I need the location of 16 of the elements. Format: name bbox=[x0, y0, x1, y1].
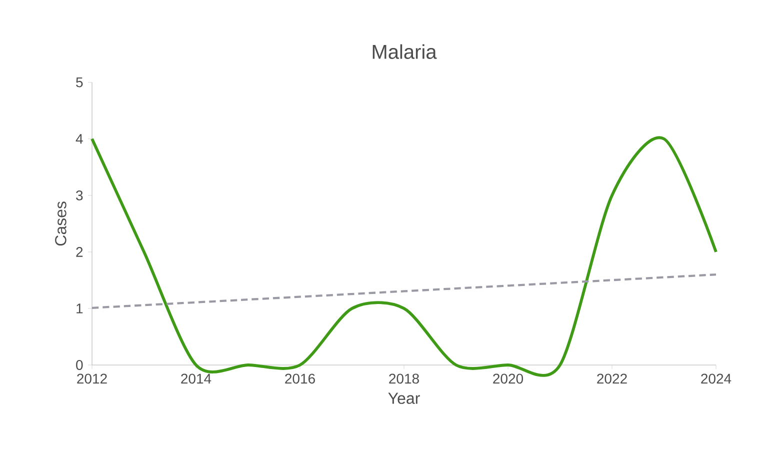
x-axis-title: Year bbox=[388, 392, 420, 404]
x-tick-label: 2020 bbox=[493, 374, 524, 384]
y-tick-label: 4 bbox=[76, 134, 83, 144]
y-axis-title: Cases bbox=[55, 202, 66, 246]
x-tick-label: 2018 bbox=[389, 374, 419, 384]
y-tick-label: 2 bbox=[76, 247, 83, 257]
y-tick-label: 0 bbox=[76, 360, 83, 370]
chart-title: Malaria bbox=[372, 44, 437, 59]
x-tick-label: 2016 bbox=[285, 374, 315, 384]
x-tick-label: 2022 bbox=[597, 374, 627, 384]
y-tick-label: 3 bbox=[76, 190, 83, 200]
y-tick-label: 5 bbox=[76, 77, 83, 88]
y-tick-label: 1 bbox=[76, 304, 83, 314]
x-tick-label: 2012 bbox=[77, 374, 107, 384]
x-tick-label: 2014 bbox=[181, 374, 212, 384]
x-tick-label: 2024 bbox=[701, 374, 732, 384]
